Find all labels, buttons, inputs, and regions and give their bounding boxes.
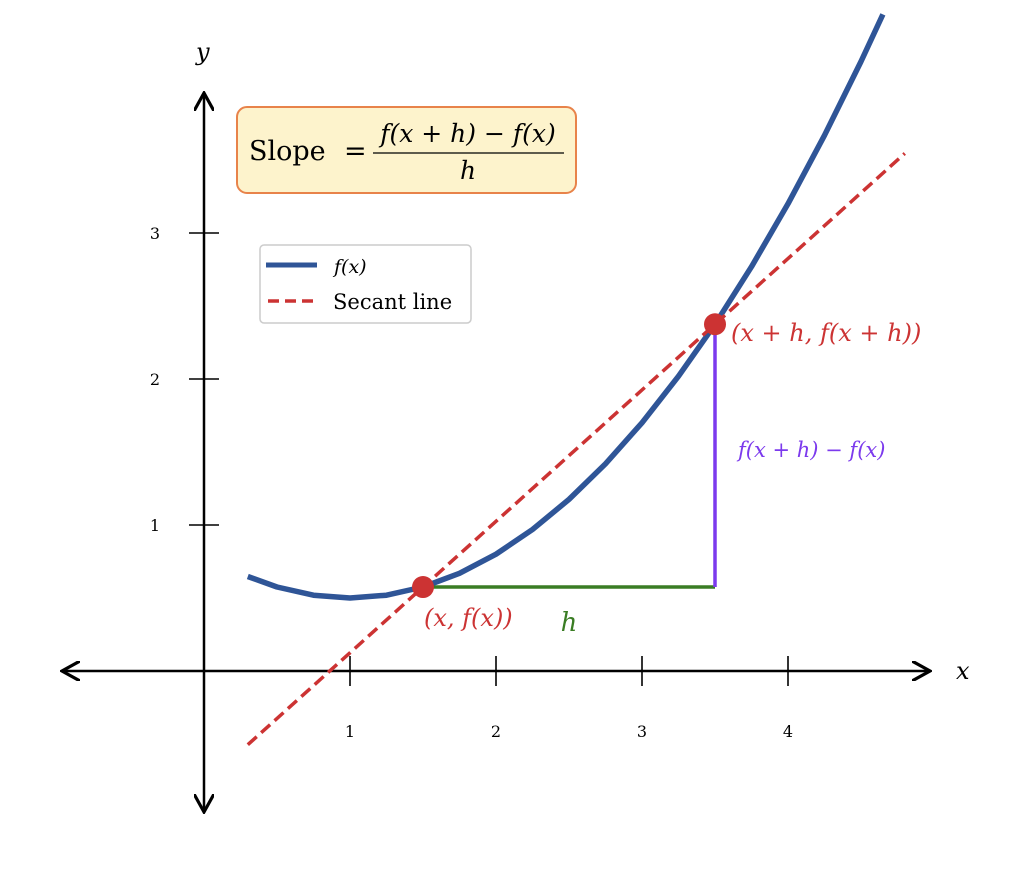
fx-curve [246, 13, 886, 601]
x-axis-label: x [956, 657, 970, 685]
legend-label-secant: Secant line [333, 290, 452, 314]
point-x [412, 576, 434, 599]
x-tick-label: 2 [491, 722, 501, 741]
y-axis-label: y [195, 38, 210, 66]
point-x-plus-h-label: (x + h, f(x + h)) [731, 319, 921, 347]
secant-line [246, 152, 906, 747]
x-tick-label: 4 [783, 722, 793, 741]
y-tick-label: 3 [150, 224, 160, 243]
legend-label-fx: f(x) [332, 256, 367, 278]
formula-denominator: h [460, 156, 476, 185]
point-x-plus-h [704, 313, 726, 336]
formula-lead: Slope [249, 136, 326, 167]
x-tick-label: 1 [345, 722, 355, 741]
legend: f(x) Secant line [259, 244, 472, 324]
marks: (x, f(x)) (x + h, f(x + h)) h f(x + h) − f(… [246, 13, 921, 747]
ticks: 1 2 3 4 1 2 3 [150, 224, 793, 741]
point-x-label: (x, f(x)) [424, 604, 513, 632]
y-tick-label: 2 [150, 370, 160, 389]
x-tick-label: 3 [637, 722, 647, 741]
y-tick-label: 1 [150, 516, 160, 535]
rise-label: f(x + h) − f(x) [736, 438, 885, 462]
formula-box [236, 106, 577, 194]
formula-equals: = [344, 136, 367, 167]
formula-numerator: f(x + h) − f(x) [378, 119, 556, 148]
run-label-h: h [561, 608, 578, 638]
